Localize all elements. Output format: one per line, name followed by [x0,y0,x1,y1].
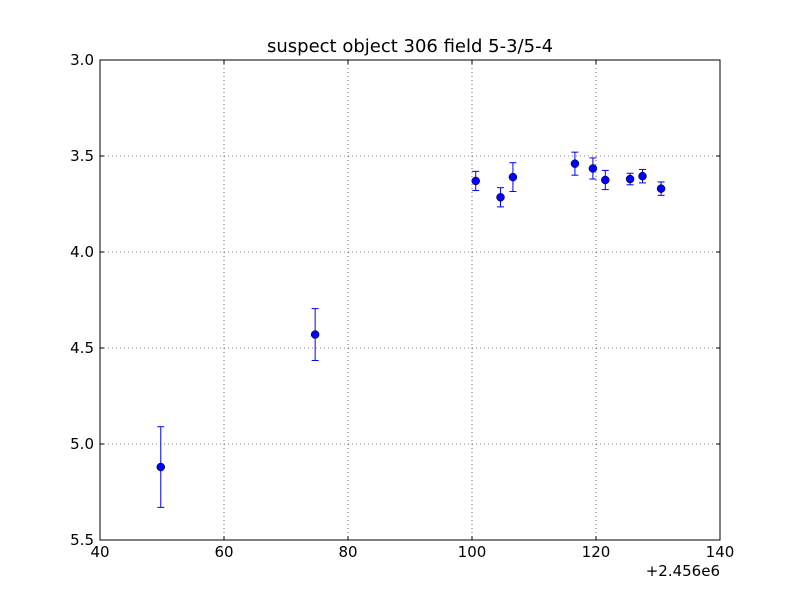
data-point [601,175,610,185]
data-layer [156,151,666,508]
y-tick-label: 5.5 [70,531,94,549]
y-tick-label: 3.0 [70,51,94,69]
grid-layer [100,60,720,540]
tick-layer [99,59,721,541]
x-tick-label: 120 [582,543,611,561]
x-tick-label: 80 [338,543,357,561]
x-tick-label: 60 [214,543,233,561]
y-tick-label: 3.5 [70,147,94,165]
data-point [471,176,480,186]
y-tick-label: 5.0 [70,435,94,453]
data-point [310,330,320,339]
data-point [638,171,647,181]
data-point [588,164,598,173]
y-tick-label: 4.0 [70,243,94,261]
x-tick-label: 140 [706,543,735,561]
data-point [570,159,580,168]
data-point [496,193,505,202]
data-point [508,172,518,182]
chart-title: suspect object 306 field 5-3/5-4 [267,36,553,57]
y-tick-label: 4.5 [70,339,94,357]
plot-frame [99,59,721,541]
data-point [656,184,666,193]
x-tick-label: 100 [458,543,487,561]
data-point [625,174,635,184]
tick-label-layer: 40 60 80 100 120 140 3.0 3.5 4.0 4.5 5.0 5.5 [70,51,734,561]
data-point [156,462,166,472]
x-axis-offset-label: +2.456e6 [646,562,720,580]
x-tick-label: 40 [90,543,109,561]
